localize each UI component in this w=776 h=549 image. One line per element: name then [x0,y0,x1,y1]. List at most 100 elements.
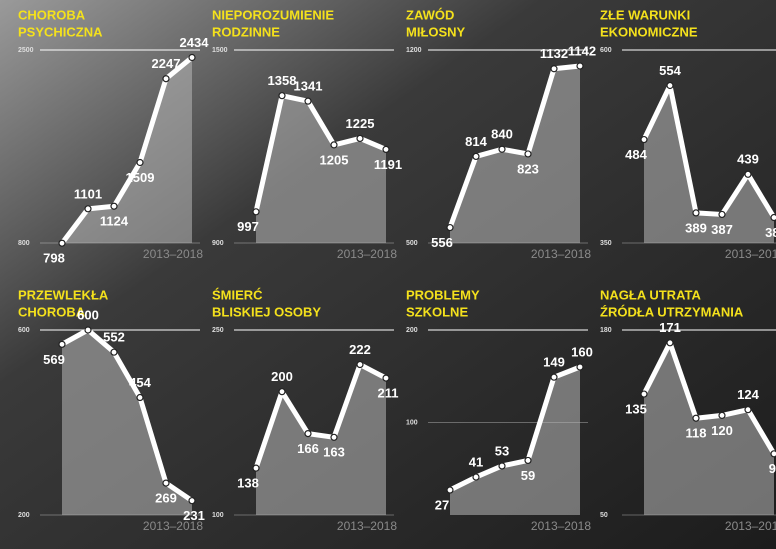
y-tick-label: 600 [18,327,30,334]
point [640,135,648,144]
data-label: 823 [517,161,539,176]
data-label: 222 [349,342,371,357]
point [498,462,506,470]
x-range-label: 2013–2018 [725,247,776,261]
chart-title: MIŁOSNY [406,24,466,39]
line [60,327,194,503]
chart-title: PSYCHICZNA [18,24,103,39]
point [692,209,700,217]
x-range-label: 2013–2018 [725,519,776,533]
data-label: 211 [378,386,399,401]
point [110,202,118,210]
data-label: 387 [711,222,733,237]
point [524,456,532,465]
data-label: 231 [183,508,205,523]
y-tick-label: 600 [600,47,612,54]
data-label: 118 [686,426,707,441]
y-tick-label: 100 [212,512,224,519]
data-label: 269 [155,491,177,506]
chart-title: EKONOMICZNE [600,24,698,39]
data-label: 1191 [374,157,402,172]
chart-title: ŚMIERĆ [212,287,263,302]
data-label: 1142 [568,43,596,58]
point [550,373,558,381]
data-label: 93 [769,461,776,476]
data-label: 600 [77,307,99,322]
point [744,406,752,414]
data-label: 1124 [100,214,129,229]
y-tick-label: 1200 [406,47,422,54]
data-label: 552 [103,330,125,345]
point [330,433,338,441]
data-label: 1358 [268,73,297,88]
chart-title: CHOROBA [18,304,86,319]
point [252,208,260,216]
data-label: 569 [43,352,65,367]
y-tick-label: 100 [406,419,418,426]
line [641,340,776,456]
data-label: 383 [765,225,776,240]
point [188,497,196,505]
point [58,340,66,348]
x-range-label: 2013–2018 [143,519,203,533]
point [692,414,700,422]
chart-title: ZŁE WARUNKI [600,7,690,22]
y-tick-label: 800 [18,240,30,247]
line [641,83,776,219]
data-label: 814 [465,134,487,149]
chart-title: PROBLEMY [406,287,480,302]
point [136,158,144,167]
data-label: 120 [711,423,733,438]
area [644,342,774,515]
x-range-label: 2013–2018 [531,247,591,261]
line [447,63,581,229]
data-label: 1101 [74,186,102,201]
data-label: 59 [521,468,535,483]
point [550,65,558,73]
y-tick-label: 50 [600,512,608,519]
data-label: 2247 [152,56,181,71]
data-label: 171 [659,320,681,335]
point [110,348,118,356]
y-tick-label: 500 [406,240,418,247]
y-tick-label: 1500 [212,47,228,54]
data-label: 554 [659,63,681,78]
point [162,75,170,83]
point [136,393,144,402]
chart-title: BLISKIEJ OSOBY [212,304,321,319]
data-label: 1509 [126,170,155,185]
point [278,92,286,100]
point [770,450,776,458]
data-label: 556 [431,235,453,250]
chart-title: CHOROBA [18,7,86,22]
line [253,93,387,213]
data-label: 200 [271,369,293,384]
point [330,141,338,149]
chart-title: RODZINNE [212,24,280,39]
point [84,205,92,213]
data-label: 163 [323,445,345,460]
point [472,473,480,481]
point [640,390,648,398]
x-range-label: 2013–2018 [531,519,591,533]
data-label: 166 [297,441,319,456]
chart-title: PRZEWLEKŁA [18,287,109,302]
x-range-label: 2013–2018 [143,247,203,261]
y-tick-label: 250 [212,327,224,334]
point [162,479,170,487]
data-label: 840 [491,127,513,142]
point [524,150,532,158]
data-label: 149 [543,355,565,370]
data-label: 53 [495,443,509,458]
chart-title: NAGŁA UTRATA [600,287,701,302]
data-label: 389 [685,220,707,235]
point [278,388,286,396]
data-label: 135 [625,401,647,416]
point [304,430,312,438]
point [356,134,364,143]
chart-title: SZKOLNE [406,304,468,319]
point [382,145,390,153]
data-label: 138 [237,476,259,491]
data-label: 1225 [346,116,375,131]
